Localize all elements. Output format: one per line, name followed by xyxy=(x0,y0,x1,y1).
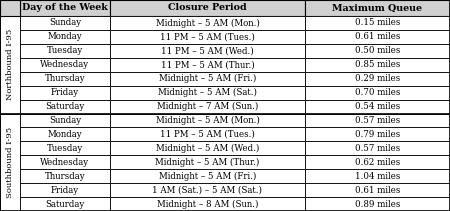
Text: Monday: Monday xyxy=(48,130,82,139)
Bar xyxy=(0,114,20,211)
Text: Friday: Friday xyxy=(51,88,79,97)
Bar xyxy=(110,72,305,86)
Text: 0.62 miles: 0.62 miles xyxy=(355,158,400,167)
Text: 0.61 miles: 0.61 miles xyxy=(355,32,400,41)
Text: Midnight – 7 AM (Sun.): Midnight – 7 AM (Sun.) xyxy=(157,102,258,111)
Bar xyxy=(20,30,110,44)
Text: 0.15 miles: 0.15 miles xyxy=(355,19,400,27)
Text: Southbound I-95: Southbound I-95 xyxy=(6,127,14,198)
Text: 11 PM – 5 AM (Thur.): 11 PM – 5 AM (Thur.) xyxy=(161,60,254,69)
Text: 11 PM – 5 AM (Tues.): 11 PM – 5 AM (Tues.) xyxy=(160,32,255,41)
Text: Wednesday: Wednesday xyxy=(40,158,90,167)
Bar xyxy=(20,16,110,30)
Text: Friday: Friday xyxy=(51,186,79,195)
Bar xyxy=(110,141,305,155)
Bar xyxy=(305,16,450,30)
Bar xyxy=(20,0,110,16)
Text: Tuesday: Tuesday xyxy=(47,144,83,153)
Text: 0.79 miles: 0.79 miles xyxy=(355,130,400,139)
Bar xyxy=(110,169,305,183)
Bar xyxy=(110,16,305,30)
Bar xyxy=(110,127,305,141)
Bar xyxy=(110,0,305,16)
Text: Day of the Week: Day of the Week xyxy=(22,4,108,12)
Text: Maximum Queue: Maximum Queue xyxy=(333,4,423,12)
Text: 11 PM – 5 AM (Wed.): 11 PM – 5 AM (Wed.) xyxy=(161,46,254,55)
Bar xyxy=(110,183,305,197)
Text: Saturday: Saturday xyxy=(45,102,85,111)
Bar xyxy=(305,44,450,58)
Text: Midnight – 5 AM (Sat.): Midnight – 5 AM (Sat.) xyxy=(158,88,257,97)
Text: Sunday: Sunday xyxy=(49,19,81,27)
Text: 0.57 miles: 0.57 miles xyxy=(355,144,400,153)
Bar xyxy=(20,141,110,155)
Bar xyxy=(20,169,110,183)
Bar xyxy=(0,16,20,114)
Bar xyxy=(110,197,305,211)
Text: 1.04 miles: 1.04 miles xyxy=(355,172,400,181)
Bar xyxy=(305,197,450,211)
Bar xyxy=(20,127,110,141)
Bar xyxy=(110,58,305,72)
Bar xyxy=(110,86,305,100)
Text: Sunday: Sunday xyxy=(49,116,81,125)
Bar xyxy=(20,86,110,100)
Bar xyxy=(305,127,450,141)
Bar xyxy=(20,197,110,211)
Text: 0.85 miles: 0.85 miles xyxy=(355,60,400,69)
Bar xyxy=(305,114,450,127)
Text: Monday: Monday xyxy=(48,32,82,41)
Bar xyxy=(20,100,110,114)
Bar xyxy=(305,86,450,100)
Bar xyxy=(305,58,450,72)
Text: 0.50 miles: 0.50 miles xyxy=(355,46,400,55)
Text: Thursday: Thursday xyxy=(45,172,86,181)
Bar xyxy=(110,100,305,114)
Bar xyxy=(305,72,450,86)
Text: Midnight – 5 AM (Mon.): Midnight – 5 AM (Mon.) xyxy=(156,18,260,27)
Bar xyxy=(305,30,450,44)
Bar xyxy=(110,30,305,44)
Bar xyxy=(305,155,450,169)
Bar xyxy=(305,100,450,114)
Text: 0.54 miles: 0.54 miles xyxy=(355,102,400,111)
Text: Closure Period: Closure Period xyxy=(168,4,247,12)
Text: 0.61 miles: 0.61 miles xyxy=(355,186,400,195)
Text: Tuesday: Tuesday xyxy=(47,46,83,55)
Bar xyxy=(110,155,305,169)
Bar xyxy=(305,183,450,197)
Bar xyxy=(110,114,305,127)
Text: Midnight – 8 AM (Sun.): Midnight – 8 AM (Sun.) xyxy=(157,199,258,209)
Bar xyxy=(20,183,110,197)
Text: 0.70 miles: 0.70 miles xyxy=(355,88,400,97)
Text: Wednesday: Wednesday xyxy=(40,60,90,69)
Text: Midnight – 5 AM (Fri.): Midnight – 5 AM (Fri.) xyxy=(159,172,256,181)
Text: Thursday: Thursday xyxy=(45,74,86,83)
Text: 0.29 miles: 0.29 miles xyxy=(355,74,400,83)
Bar xyxy=(305,169,450,183)
Text: 0.89 miles: 0.89 miles xyxy=(355,200,400,208)
Bar xyxy=(20,114,110,127)
Text: Saturday: Saturday xyxy=(45,200,85,208)
Text: Midnight – 5 AM (Mon.): Midnight – 5 AM (Mon.) xyxy=(156,116,260,125)
Bar xyxy=(305,0,450,16)
Bar xyxy=(20,72,110,86)
Text: Northbound I-95: Northbound I-95 xyxy=(6,29,14,100)
Bar xyxy=(0,0,20,16)
Text: Midnight – 5 AM (Thur.): Midnight – 5 AM (Thur.) xyxy=(155,158,260,167)
Text: Midnight – 5 AM (Fri.): Midnight – 5 AM (Fri.) xyxy=(159,74,256,83)
Text: 0.57 miles: 0.57 miles xyxy=(355,116,400,125)
Text: 1 AM (Sat.) – 5 AM (Sat.): 1 AM (Sat.) – 5 AM (Sat.) xyxy=(153,186,262,195)
Bar xyxy=(20,58,110,72)
Bar xyxy=(110,44,305,58)
Text: 11 PM – 5 AM (Tues.): 11 PM – 5 AM (Tues.) xyxy=(160,130,255,139)
Bar xyxy=(20,44,110,58)
Text: Midnight – 5 AM (Wed.): Midnight – 5 AM (Wed.) xyxy=(156,144,259,153)
Bar xyxy=(305,141,450,155)
Bar xyxy=(20,155,110,169)
